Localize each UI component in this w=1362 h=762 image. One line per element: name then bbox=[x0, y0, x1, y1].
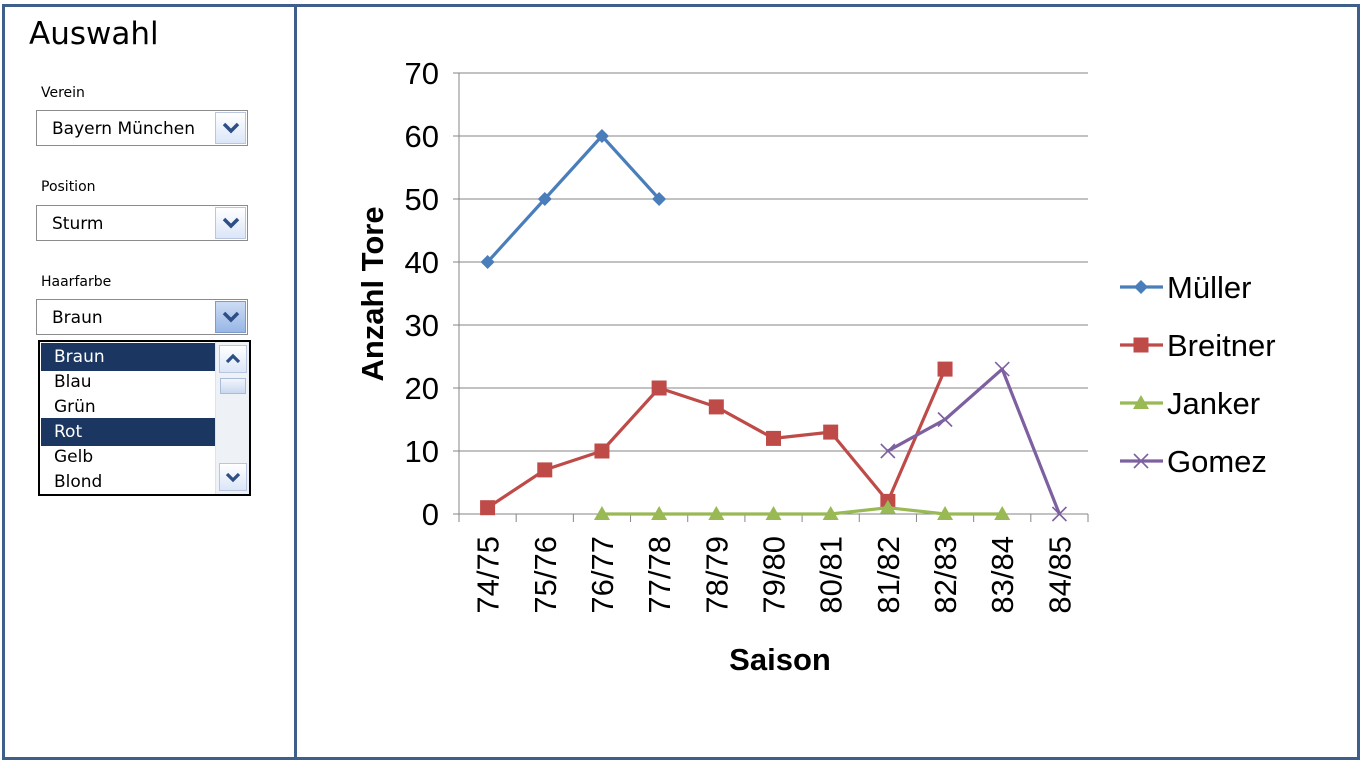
x-tick-label: 83/84 bbox=[985, 536, 1020, 614]
position-dropdown-button[interactable] bbox=[215, 207, 246, 239]
legend-label: Gomez bbox=[1167, 444, 1267, 479]
data-point bbox=[994, 361, 1010, 377]
data-point bbox=[537, 462, 553, 478]
data-point bbox=[879, 499, 896, 514]
chevron-down-icon bbox=[222, 217, 240, 229]
y-tick-labels: 0 10 20 30 40 50 60 70 bbox=[405, 56, 439, 532]
verein-dropdown-button[interactable] bbox=[215, 112, 246, 144]
data-point bbox=[480, 500, 496, 516]
series-lines bbox=[480, 129, 1067, 522]
data-point bbox=[480, 255, 495, 269]
y-axis-label: Anzahl Tore bbox=[355, 206, 390, 381]
data-point bbox=[937, 506, 954, 520]
haarfarbe-dropdown-button[interactable] bbox=[215, 301, 246, 333]
legend-marker bbox=[1134, 280, 1148, 294]
panel-title: Auswahl bbox=[29, 16, 159, 52]
listbox-scrollbar[interactable] bbox=[215, 342, 249, 494]
panel-divider bbox=[294, 4, 297, 760]
x-tick-label: 81/82 bbox=[871, 536, 906, 614]
scroll-down-button[interactable] bbox=[219, 463, 247, 491]
chevron-down-icon bbox=[222, 311, 240, 323]
haarfarbe-listbox[interactable]: Braun Blau Grün Rot Gelb Blond bbox=[38, 340, 251, 496]
legend-marker bbox=[1133, 337, 1149, 353]
data-point bbox=[594, 443, 610, 459]
y-tick-label: 0 bbox=[422, 497, 439, 532]
y-tick-label: 20 bbox=[405, 371, 439, 406]
data-point bbox=[766, 430, 781, 446]
x-tick-label: 75/76 bbox=[528, 536, 563, 614]
legend-label: Breitner bbox=[1167, 328, 1276, 363]
data-point bbox=[708, 506, 725, 520]
data-point bbox=[651, 380, 667, 396]
position-dropdown[interactable]: Sturm bbox=[36, 205, 248, 241]
data-point bbox=[994, 506, 1011, 520]
data-point bbox=[593, 506, 610, 520]
data-point bbox=[652, 192, 667, 206]
list-option-gruen[interactable]: Grün bbox=[54, 397, 96, 417]
y-tick-label: 40 bbox=[405, 245, 439, 280]
series-line-3 bbox=[887, 367, 1061, 515]
position-label: Position bbox=[41, 179, 96, 195]
list-option-braun[interactable]: Braun bbox=[41, 343, 215, 371]
list-option-blond[interactable]: Blond bbox=[54, 472, 103, 492]
axes bbox=[453, 72, 1089, 522]
legend-marker bbox=[1133, 395, 1149, 409]
data-point bbox=[594, 129, 609, 143]
legend-marker bbox=[1133, 453, 1149, 469]
data-point bbox=[822, 506, 839, 520]
x-tick-label: 84/85 bbox=[1042, 536, 1077, 614]
chevron-up-icon bbox=[225, 353, 241, 364]
y-tick-label: 30 bbox=[405, 308, 439, 343]
series-line-1 bbox=[486, 368, 947, 510]
x-tick-label: 79/80 bbox=[757, 536, 792, 614]
data-point bbox=[537, 192, 552, 206]
data-point bbox=[937, 411, 953, 428]
legend-label: Janker bbox=[1167, 386, 1260, 421]
x-tick-label: 78/79 bbox=[699, 536, 734, 614]
y-tick-label: 50 bbox=[405, 182, 439, 217]
chart-legend: Müller Breitner Janker Gomez bbox=[1120, 270, 1276, 479]
legend-label: Müller bbox=[1167, 270, 1251, 305]
gridlines bbox=[459, 72, 1088, 452]
data-point bbox=[880, 443, 896, 459]
x-tick-label: 74/75 bbox=[471, 536, 506, 614]
x-tick-label: 80/81 bbox=[814, 536, 849, 614]
x-tick-label: 82/83 bbox=[928, 536, 963, 614]
y-tick-label: 10 bbox=[405, 434, 439, 469]
haarfarbe-value: Braun bbox=[52, 308, 103, 328]
verein-dropdown[interactable]: Bayern München bbox=[36, 110, 248, 146]
data-point bbox=[651, 506, 668, 520]
data-point bbox=[823, 424, 839, 440]
series-line-0 bbox=[486, 134, 661, 264]
position-value: Sturm bbox=[52, 214, 104, 234]
data-point bbox=[1051, 506, 1067, 522]
verein-value: Bayern München bbox=[52, 119, 196, 139]
y-tick-label: 60 bbox=[405, 119, 439, 154]
x-tick-label: 76/77 bbox=[585, 536, 620, 614]
data-point bbox=[708, 399, 724, 415]
series-line-2 bbox=[601, 506, 1003, 516]
list-option-gelb[interactable]: Gelb bbox=[54, 447, 94, 467]
chevron-down-icon bbox=[222, 122, 240, 134]
haarfarbe-dropdown[interactable]: Braun bbox=[36, 299, 248, 335]
data-point bbox=[765, 506, 782, 520]
list-option-rot[interactable]: Rot bbox=[41, 418, 215, 446]
x-tick-labels: 74/75 75/76 76/77 77/78 78/79 79/80 80/81 81/82… bbox=[471, 536, 1078, 614]
y-tick-label: 70 bbox=[405, 56, 439, 91]
haarfarbe-label: Haarfarbe bbox=[41, 274, 112, 290]
list-option-blau[interactable]: Blau bbox=[54, 372, 92, 392]
chevron-down-icon bbox=[225, 472, 241, 483]
x-tick-label: 77/78 bbox=[642, 536, 677, 614]
verein-label: Verein bbox=[41, 85, 85, 101]
scroll-thumb[interactable] bbox=[220, 378, 246, 394]
data-point bbox=[937, 361, 953, 377]
scroll-up-button[interactable] bbox=[219, 345, 247, 373]
x-axis-label: Saison bbox=[729, 642, 831, 677]
